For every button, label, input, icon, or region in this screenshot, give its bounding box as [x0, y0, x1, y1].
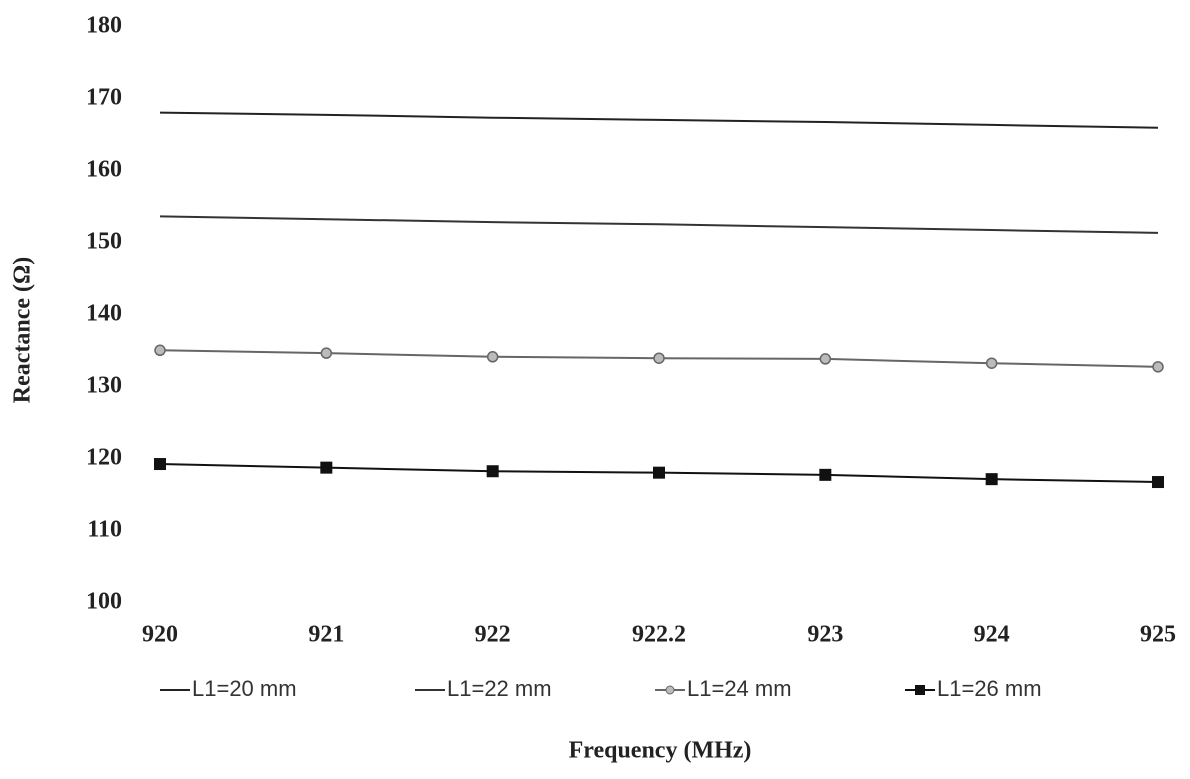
y-tick-label: 100 [86, 589, 122, 615]
point [820, 354, 830, 364]
legend-marker [915, 685, 925, 695]
point [986, 473, 998, 485]
point [987, 358, 997, 368]
point [488, 352, 498, 362]
y-tick-label: 150 [86, 229, 122, 255]
y-tick-label: 180 [86, 13, 122, 39]
x-tick-label: 925 [1140, 622, 1176, 648]
y-tick-label: 110 [87, 517, 122, 543]
point [1152, 476, 1164, 488]
point [1153, 362, 1163, 372]
series-line [160, 113, 1158, 128]
x-tick-label: 920 [142, 622, 178, 648]
legend-marker [666, 686, 674, 694]
x-tick-label: 924 [974, 622, 1010, 648]
chart: Frequency (MHz) Reactance (Ω) 100 110 120 1… [0, 0, 1190, 779]
y-tick-label: 160 [86, 157, 122, 183]
point [654, 353, 664, 363]
legend-label: L1=22 mm [447, 676, 552, 701]
y-tick-label: 140 [86, 301, 122, 327]
point [320, 462, 332, 474]
x-tick-label: 923 [807, 622, 843, 648]
point [819, 469, 831, 481]
point [487, 465, 499, 477]
x-tick-label: 922 [475, 622, 511, 648]
legend-label: L1=24 mm [687, 676, 792, 701]
y-axis-label: Reactance (Ω) [10, 257, 36, 403]
legend-label: L1=26 mm [937, 676, 1042, 701]
point [653, 467, 665, 479]
legend-label: L1=20 mm [192, 676, 297, 701]
series-line [160, 216, 1158, 233]
point [321, 348, 331, 358]
x-tick-label: 922.2 [632, 622, 686, 648]
x-axis-label: Frequency (MHz) [569, 738, 752, 764]
y-tick-label: 170 [86, 85, 122, 111]
y-tick-label: 130 [86, 373, 122, 399]
point [155, 345, 165, 355]
y-tick-label: 120 [86, 445, 122, 471]
x-tick-label: 921 [308, 622, 344, 648]
point [154, 458, 166, 470]
